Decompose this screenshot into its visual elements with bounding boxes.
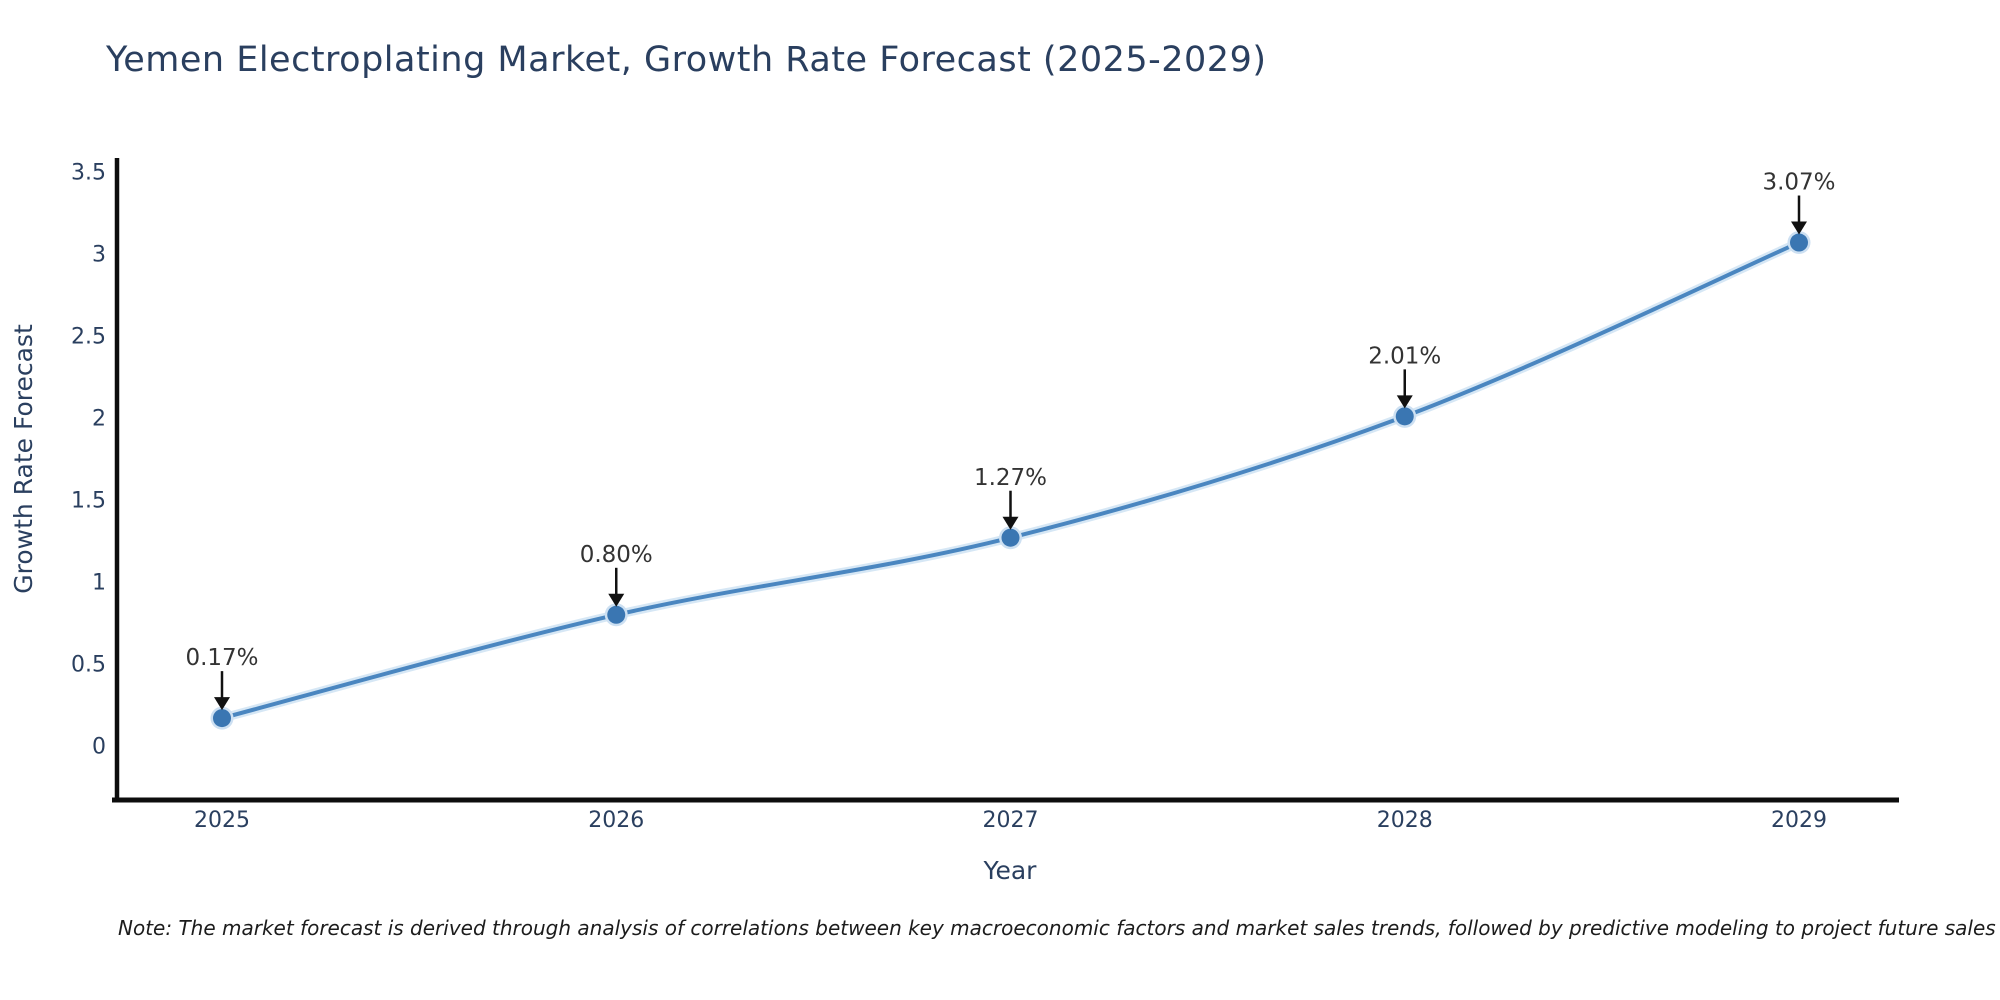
y-tick-label: 0.5 [71,653,106,678]
data-point-marker [1395,407,1414,426]
annotation-arrowhead [1002,516,1019,530]
annotation-arrowhead [1791,221,1807,235]
data-point-marker [1001,528,1020,547]
point-annotation: 2.01% [1368,343,1441,369]
y-tick-label: 2.5 [71,325,106,350]
point-annotation: 0.80% [580,542,653,568]
y-tick-label: 1 [92,571,106,596]
point-annotation: 3.07% [1762,170,1835,196]
y-tick-label: 3 [92,243,106,268]
point-annotation: 1.27% [974,465,1047,491]
data-point-marker [1790,233,1808,252]
y-axis-title: Growth Rate Forecast [9,324,38,594]
data-point-marker [213,709,231,728]
x-tick-label: 2029 [1771,808,1827,833]
data-point-marker [607,605,626,624]
chart-title: Yemen Electroplating Market, Growth Rate… [106,40,1267,80]
y-tick-label: 2 [92,407,106,432]
y-tick-label: 3.5 [71,161,106,186]
annotation-arrowhead [608,593,625,607]
x-tick-label: 2026 [588,808,644,833]
y-axis-line [114,158,120,802]
x-tick-label: 2028 [1377,808,1433,833]
x-tick-label: 2025 [194,808,250,833]
point-annotation: 0.17% [185,645,258,671]
x-axis-title: Year [983,856,1038,885]
x-axis-line [112,797,1899,803]
y-tick-label: 1.5 [71,489,106,514]
footnote: Note: The market forecast is derived thr… [118,916,1996,940]
y-tick-label: 0 [92,735,106,760]
x-tick-label: 2027 [983,808,1039,833]
annotation-arrowhead [214,697,230,711]
annotation-arrowhead [1396,395,1413,409]
